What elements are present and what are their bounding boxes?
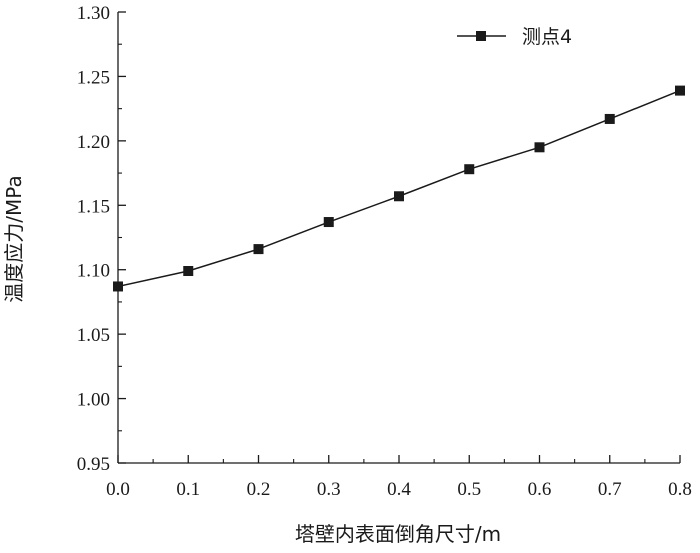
y-tick-label: 1.20 xyxy=(77,132,110,153)
data-point-marker xyxy=(464,164,475,175)
data-point-marker xyxy=(323,217,334,228)
data-point-marker xyxy=(113,281,123,292)
data-point-marker xyxy=(534,142,545,153)
y-tick-label: 1.05 xyxy=(77,325,110,346)
legend-marker xyxy=(476,31,486,41)
x-tick-label: 0.2 xyxy=(247,479,271,500)
y-tick-label: 0.95 xyxy=(77,454,110,475)
data-point-marker xyxy=(604,113,615,124)
x-ticks: 0.0 0.1 0.2 0.3 0.4 0.5 0.6 0.7 0.8 xyxy=(106,455,692,500)
x-tick-label: 0.8 xyxy=(668,479,692,500)
x-tick-label: 0.6 xyxy=(528,479,552,500)
y-tick-label: 1.10 xyxy=(77,261,110,282)
y-tick-label: 1.00 xyxy=(77,390,110,411)
x-axis-title: 塔壁内表面倒角尺寸/m xyxy=(295,522,501,546)
data-point-marker xyxy=(253,244,264,255)
x-tick-label: 0.5 xyxy=(457,479,481,500)
x-tick-label: 0.1 xyxy=(176,479,200,500)
series-layer xyxy=(113,85,685,292)
y-tick-label: 1.25 xyxy=(77,67,110,88)
y-axis-title: 温度应力/MPa xyxy=(2,175,26,302)
data-point-marker xyxy=(394,191,404,202)
y-ticks: 0.95 1.00 1.05 1.10 1.15 1.20 1.25 1.30 xyxy=(77,3,126,475)
y-tick-label: 1.30 xyxy=(77,3,110,24)
axes xyxy=(117,12,680,464)
x-tick-label: 0.7 xyxy=(598,479,622,500)
data-point-marker xyxy=(675,85,685,96)
legend-label: 测点4 xyxy=(522,26,572,48)
y-tick-label: 1.15 xyxy=(77,196,110,217)
series-line xyxy=(117,89,681,288)
legend: 测点4 xyxy=(457,26,572,48)
data-point-marker xyxy=(183,266,194,277)
x-tick-label: 0.4 xyxy=(387,479,411,500)
x-tick-label: 0.3 xyxy=(317,479,341,500)
x-tick-label: 0.0 xyxy=(106,479,130,500)
